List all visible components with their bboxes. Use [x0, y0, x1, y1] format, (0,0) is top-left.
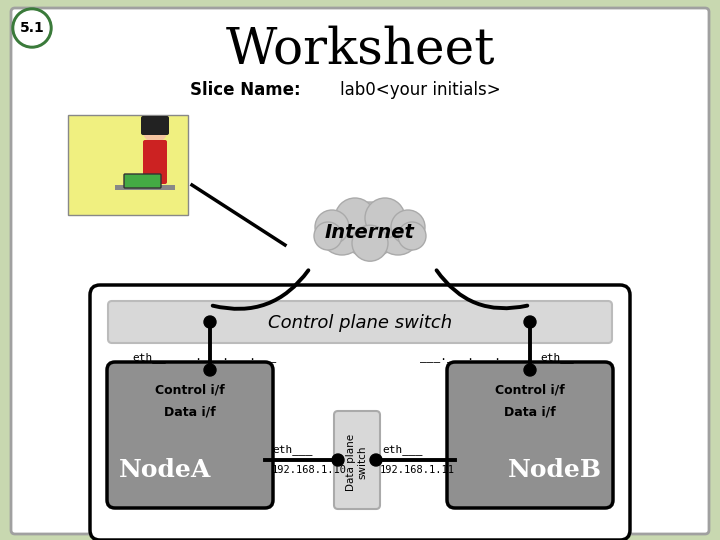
Text: Worksheet: Worksheet [225, 25, 495, 75]
Text: NodeA: NodeA [119, 458, 211, 482]
FancyBboxPatch shape [90, 285, 630, 540]
Circle shape [314, 222, 342, 250]
FancyBboxPatch shape [124, 174, 161, 188]
FancyArrowPatch shape [212, 270, 308, 309]
Circle shape [365, 198, 405, 238]
Text: Control i/f: Control i/f [495, 383, 565, 396]
FancyBboxPatch shape [141, 116, 169, 135]
Circle shape [332, 454, 344, 466]
Circle shape [143, 118, 167, 142]
FancyBboxPatch shape [68, 115, 188, 215]
FancyBboxPatch shape [107, 362, 273, 508]
Circle shape [335, 198, 375, 238]
FancyBboxPatch shape [334, 411, 380, 509]
Circle shape [398, 222, 426, 250]
Text: Control i/f: Control i/f [155, 383, 225, 396]
Circle shape [15, 11, 49, 45]
FancyArrowPatch shape [436, 271, 527, 308]
Text: Data i/f: Data i/f [164, 406, 216, 419]
Text: 192.168.1.10: 192.168.1.10 [272, 465, 347, 475]
Text: 192.168.1.11: 192.168.1.11 [380, 465, 455, 475]
FancyBboxPatch shape [115, 185, 175, 190]
Circle shape [12, 8, 52, 48]
Text: eth___: eth___ [382, 444, 423, 455]
Text: ___.___.___.___: ___.___.___.___ [175, 353, 276, 363]
Circle shape [320, 211, 364, 255]
Text: Control plane switch: Control plane switch [268, 314, 452, 332]
Circle shape [204, 364, 216, 376]
Text: Data i/f: Data i/f [504, 406, 556, 419]
Text: eth__: eth__ [132, 353, 166, 363]
Circle shape [204, 316, 216, 328]
Text: Data plane
switch: Data plane switch [346, 434, 368, 490]
FancyBboxPatch shape [447, 362, 613, 508]
Circle shape [376, 211, 420, 255]
Circle shape [370, 454, 382, 466]
FancyBboxPatch shape [11, 8, 709, 534]
FancyBboxPatch shape [108, 301, 612, 343]
Circle shape [352, 225, 388, 261]
Text: eth__: eth__ [540, 353, 574, 363]
Text: eth___: eth___ [272, 444, 312, 455]
Text: Slice Name:: Slice Name: [190, 81, 301, 99]
Text: Internet: Internet [325, 224, 415, 242]
Text: NodeB: NodeB [508, 458, 602, 482]
FancyBboxPatch shape [143, 140, 167, 184]
Text: lab0<your initials>: lab0<your initials> [340, 81, 500, 99]
Circle shape [524, 316, 536, 328]
Circle shape [524, 364, 536, 376]
Circle shape [342, 202, 398, 258]
Text: 5.1: 5.1 [19, 21, 45, 35]
Circle shape [391, 210, 425, 244]
Circle shape [315, 210, 349, 244]
Text: ___.___.___.___: ___.___.___.___ [420, 353, 521, 363]
